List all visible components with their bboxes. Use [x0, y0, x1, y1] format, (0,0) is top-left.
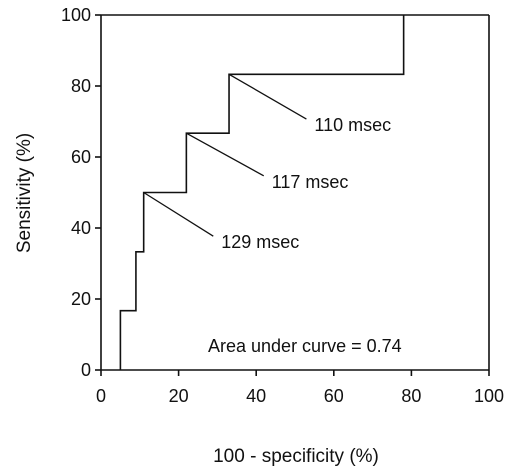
y-tick-label: 40 — [71, 218, 91, 238]
y-tick-label: 80 — [71, 76, 91, 96]
y-axis-label: Sensitivity (%) — [14, 133, 35, 253]
x-tick-label: 100 — [474, 386, 504, 406]
x-tick-label: 80 — [401, 386, 421, 406]
x-tick-label: 60 — [324, 386, 344, 406]
axes — [100, 14, 490, 371]
series — [119, 15, 405, 370]
ticks: 0 20 40 60 80 100 0 20 40 60 80 100 — [61, 5, 504, 406]
x-tick-label: 40 — [246, 386, 266, 406]
x-axis-label: 100 - specificity (%) — [213, 446, 379, 467]
annotation-leader — [143, 191, 214, 237]
annotations: 110 msec 117 msec 129 msec — [143, 73, 391, 252]
x-tick-label: 20 — [169, 386, 189, 406]
roc-curve-line — [119, 15, 405, 370]
x-tick-label: 0 — [96, 386, 106, 406]
annotation-label: 110 msec — [314, 115, 391, 135]
y-tick-label: 100 — [61, 5, 91, 25]
annotation-leader — [186, 132, 265, 177]
annotation-leader — [228, 73, 307, 120]
annotation-label: 129 msec — [221, 232, 299, 252]
annotation-label: 117 msec — [272, 172, 349, 192]
y-tick-label: 20 — [71, 289, 91, 309]
y-tick-label: 60 — [71, 147, 91, 167]
y-tick-label: 0 — [81, 360, 91, 380]
area-under-curve-note: Area under curve = 0.74 — [208, 336, 402, 356]
